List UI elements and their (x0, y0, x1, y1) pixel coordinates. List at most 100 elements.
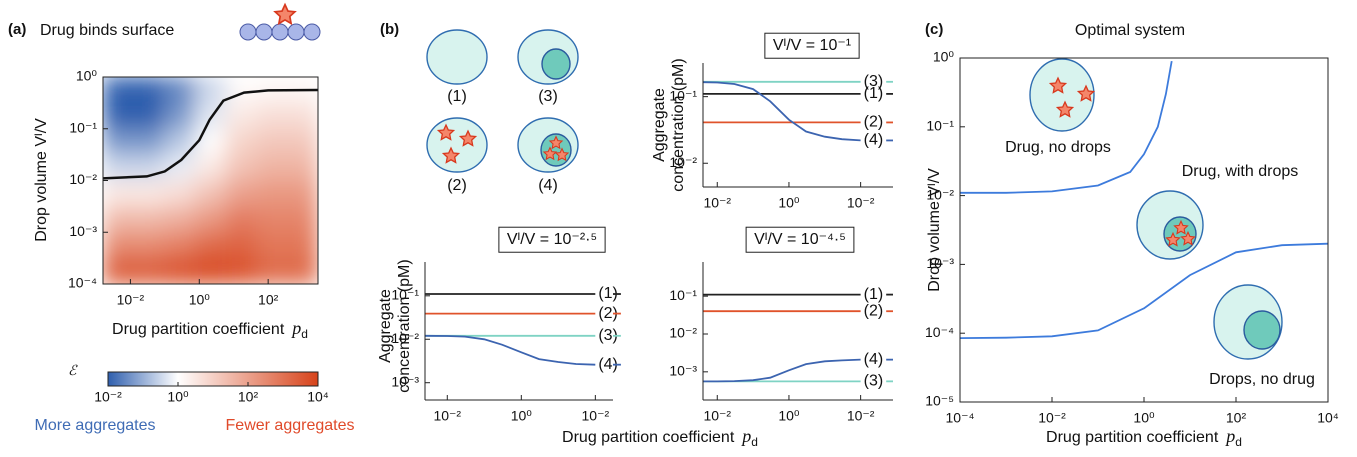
annotation: Drops, no drug (1209, 371, 1315, 388)
heatmap-cell (194, 231, 227, 259)
heatmap-cell (163, 102, 196, 130)
y-tick-label: 10⁻¹ (669, 287, 697, 303)
series-line (424, 334, 596, 366)
surface-icon (239, 3, 321, 41)
heatmap-cell (133, 77, 165, 104)
schematic-label: (4) (538, 177, 558, 194)
x-tick-label: 10⁰ (778, 408, 800, 424)
x-label-symbol: p (740, 426, 751, 446)
heatmap-cell (225, 154, 258, 181)
y-tick-label: 10⁻⁵ (925, 393, 954, 409)
colorbar-tick-label: 10² (238, 389, 259, 405)
x-label-symbol: p (290, 318, 301, 338)
heatmap-cell (103, 180, 135, 207)
series-line (959, 242, 1329, 339)
heatmap-cell (256, 205, 288, 233)
heatmap-cell (256, 102, 288, 130)
x-tick-label: 10⁻² (1038, 410, 1066, 426)
x-tick-label: 10⁻² (433, 408, 461, 424)
series-label: (1) (864, 286, 884, 303)
y-tick-label: 10⁰ (933, 49, 955, 65)
colorbar-label: ℰ (68, 364, 78, 379)
y-tick-label: 10⁻³ (69, 223, 97, 239)
chart-title: Drug binds surface (40, 22, 174, 39)
x-tick-label: 10⁰ (189, 292, 211, 308)
y-tick-label: 10⁻² (669, 154, 697, 170)
series-label: (3) (864, 373, 884, 390)
heatmap-cell (163, 231, 196, 259)
y-axis-label: Drop volume Vᴵ/V (926, 168, 943, 292)
x-tick-label: 10² (258, 292, 279, 308)
series-line (960, 60, 1173, 194)
heatmap-cell (256, 231, 288, 259)
y-tick-label: 10⁻² (669, 325, 697, 341)
series-label: (4) (864, 351, 884, 368)
heatmap-cell (194, 180, 227, 207)
y-tick-label: 10⁻⁴ (925, 324, 954, 340)
x-tick-label: 10⁻⁴ (946, 410, 975, 426)
colorbar-tick-label: 10⁴ (307, 389, 329, 405)
heatmap-cell (163, 257, 196, 284)
annotation: Drug, no drops (1005, 139, 1111, 156)
x-label-symbol: p (1224, 426, 1235, 446)
schematic-label: (1) (447, 88, 467, 105)
series-line (702, 81, 861, 142)
colorbar-tick-label: 10⁻² (94, 389, 122, 405)
heatmap-cell (225, 128, 258, 156)
colorbar-tick-label: 10⁰ (167, 389, 189, 405)
heatmap-cell (225, 231, 258, 259)
heatmap-cell (163, 77, 196, 104)
heatmap-cell (133, 231, 165, 259)
y-tick-label: 10⁻² (926, 186, 954, 202)
x-axis-label: Drug partition coefficient pd (112, 318, 308, 341)
x-label-text: Drug partition coefficient (112, 321, 285, 338)
series-label: (4) (864, 132, 884, 149)
schematic-label: (2) (447, 177, 467, 194)
x-tick-label: 10⁻² (847, 408, 875, 424)
annotation: More aggregates (35, 417, 156, 434)
heatmap-cell (256, 154, 288, 181)
heatmap-cell (286, 180, 318, 207)
schematic-label: (3) (538, 88, 558, 105)
heatmap-cell (194, 205, 227, 233)
x-axis-label: Drug partition coefficient pd (562, 426, 758, 449)
heatmap-cell (286, 231, 318, 259)
heatmap-cell (286, 257, 318, 284)
y-tick-label: 10⁻³ (391, 373, 419, 389)
y-tick-label: 10⁻² (391, 330, 419, 346)
heatmap-cell (103, 128, 135, 156)
x-tick-label: 10⁻² (582, 408, 610, 424)
heatmap-cell (194, 102, 227, 130)
x-label-subscript: d (301, 327, 308, 341)
x-label-text: Drug partition coefficient (562, 429, 735, 446)
annotation: Drug, with drops (1182, 163, 1299, 180)
heatmap-cell (256, 257, 288, 284)
series-label: (2) (864, 114, 884, 131)
x-tick-label: 10² (1226, 410, 1247, 426)
x-tick-label: 10⁰ (511, 408, 533, 424)
title-box (745, 226, 855, 253)
heatmap-cell (286, 205, 318, 233)
series-label: (3) (598, 327, 618, 344)
y-axis-label: Aggregate (651, 88, 668, 162)
heatmap-cell (133, 180, 165, 207)
x-tick-label: 10⁻² (703, 195, 731, 211)
series-label: (1) (598, 285, 618, 302)
series-line (703, 358, 861, 383)
x-tick-label: 10⁴ (1317, 410, 1339, 426)
y-tick-label: 10⁻¹ (69, 119, 97, 135)
series-label: (1) (864, 85, 884, 102)
heatmap-cell (133, 257, 165, 284)
colorbar (107, 371, 319, 387)
series-label: (2) (598, 305, 618, 322)
y-axis-label: Aggregate (377, 289, 394, 363)
heatmap-cell (133, 205, 165, 233)
heatmap-cell (225, 257, 258, 284)
heatmap-cell (286, 128, 318, 156)
y-tick-label: 10⁰ (76, 68, 98, 84)
x-label-text: Drug partition coefficient (1046, 429, 1219, 446)
x-label-subscript: d (751, 435, 758, 449)
y-axis-label: Drop volume Vᴵ/V (33, 118, 50, 242)
heatmap-cell (256, 180, 288, 207)
x-label-subscript: d (1235, 435, 1242, 449)
